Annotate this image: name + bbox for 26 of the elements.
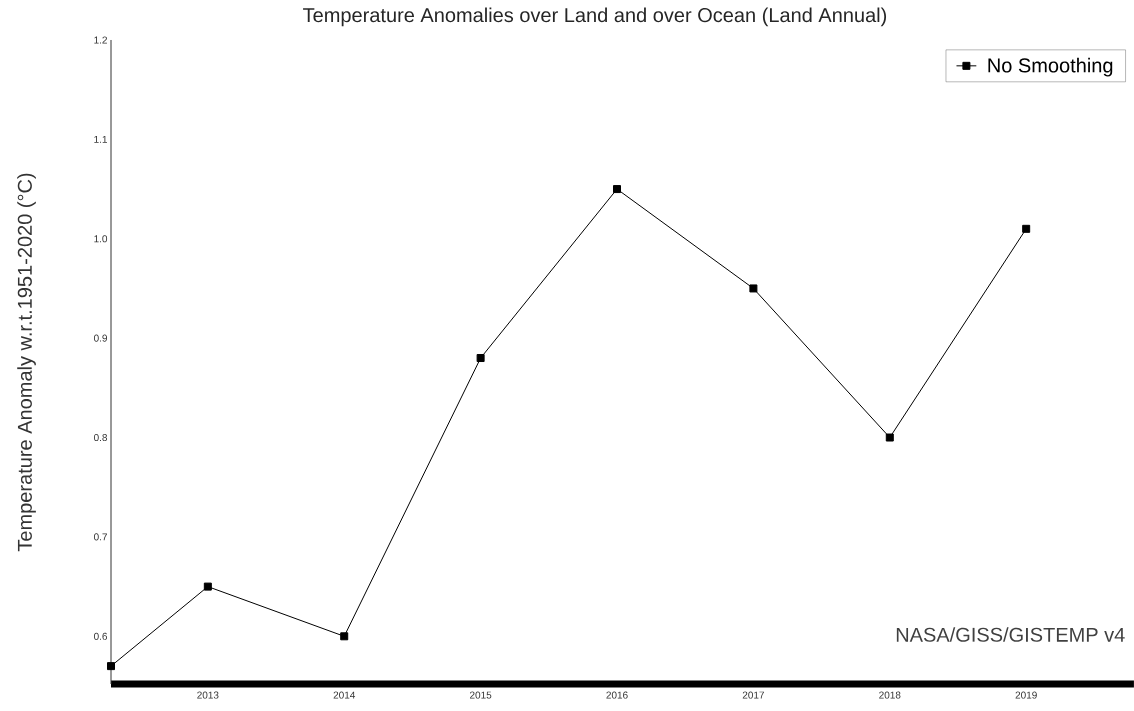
point	[885, 433, 894, 442]
point	[203, 582, 212, 591]
y-tick-label: 1.1	[94, 135, 107, 143]
point	[1022, 224, 1031, 233]
x-tick-label: 2016	[606, 691, 628, 699]
y-axis-title: Temperature Anomaly w.r.t.1951-2020 (°C)	[17, 173, 36, 552]
x-tick-label: 2013	[197, 691, 219, 699]
y-tick-label: 1.2	[94, 36, 107, 44]
x-tick-label: 2019	[1015, 691, 1037, 699]
legend-label: No Smoothing	[988, 57, 1113, 77]
point	[107, 662, 115, 671]
y-tick-label: 0.7	[93, 533, 107, 541]
y-tick-label: 1.0	[94, 235, 108, 243]
point	[340, 632, 349, 641]
y-tick-label: 0.9	[93, 334, 108, 342]
x-tick-label: 2015	[469, 691, 492, 699]
y-tick-label: 0.6	[93, 632, 108, 640]
x-tick-label: 2017	[742, 691, 765, 699]
x-tick-label: 2018	[879, 691, 901, 699]
y-tick-label: 0.8	[93, 433, 108, 442]
point	[613, 185, 622, 194]
point	[749, 284, 758, 293]
chart-title: Temperature Anomalies over Land and over Ocean (Land Annual)	[303, 7, 887, 27]
annotation: NASA/GISS/GISTEMP v4	[896, 627, 1125, 642]
point	[476, 354, 485, 363]
x-tick-label: 2014	[333, 691, 356, 699]
